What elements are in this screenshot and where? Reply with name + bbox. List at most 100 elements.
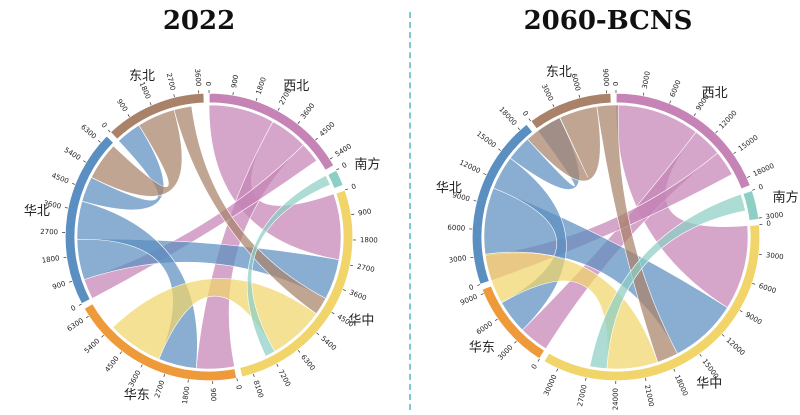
tick-mark xyxy=(297,349,301,353)
tick-label: 6300 xyxy=(79,123,98,141)
arc-华北 xyxy=(64,134,115,305)
arc-华中 xyxy=(542,223,761,382)
tick-label: 7200 xyxy=(277,368,292,387)
tick-mark xyxy=(149,102,152,106)
tick-label: 8100 xyxy=(252,379,265,398)
tick-mark xyxy=(336,168,340,171)
tick-label: 15000 xyxy=(737,134,760,153)
tick-label: 2700 xyxy=(165,72,177,91)
arc-东北 xyxy=(529,92,612,130)
tick-label: 6000 xyxy=(475,320,494,337)
chord-panel-1: 0 3000 60009000120001500018000030000300060… xyxy=(436,65,799,410)
tick-label: 900 xyxy=(115,98,129,114)
tick-label: 12000 xyxy=(458,158,482,175)
tick-label: 9000 xyxy=(601,68,610,86)
tick-label: 0 xyxy=(758,183,765,192)
region-label-华东: 华东 xyxy=(124,388,150,403)
region-label-西北: 西北 xyxy=(283,79,309,94)
ribbons xyxy=(76,104,342,370)
tick-mark xyxy=(331,312,335,315)
tick-mark xyxy=(585,377,587,381)
tick-label: 0 xyxy=(205,82,213,86)
tick-mark xyxy=(494,318,498,321)
region-label-东北: 东北 xyxy=(129,69,155,84)
tick-label: 12000 xyxy=(718,109,739,131)
region-label-东北: 东北 xyxy=(546,65,572,80)
tick-mark xyxy=(69,280,73,283)
tick-mark xyxy=(556,368,559,372)
tick-label: 9000 xyxy=(744,311,763,327)
tick-label: 3000 xyxy=(765,211,784,221)
tick-mark xyxy=(119,351,123,355)
tick-label: 1800 xyxy=(41,254,60,264)
tick-label: 1800 xyxy=(255,76,268,95)
arc-西北 xyxy=(208,92,335,172)
tick-label: 3600 xyxy=(193,68,202,86)
arc-华北 xyxy=(471,123,534,286)
tick-label: 30000 xyxy=(542,373,558,397)
tick-label: 0 xyxy=(341,161,349,170)
tick-label: 12000 xyxy=(725,336,747,357)
tick-label: 27000 xyxy=(576,384,588,407)
tick-mark xyxy=(276,363,279,367)
tick-label: 0 xyxy=(766,220,771,228)
region-label-华北: 华北 xyxy=(24,204,50,219)
region-arcs xyxy=(471,92,761,382)
tick-label: 900 xyxy=(230,74,240,89)
tick-mark xyxy=(140,364,143,368)
tick-mark xyxy=(752,188,756,191)
chart-title-2060: 2060-BCNS xyxy=(523,6,693,36)
tick-mark xyxy=(693,113,696,117)
tick-label: 0 xyxy=(70,304,78,313)
tick-mark xyxy=(552,104,555,108)
tick-mark xyxy=(64,207,69,209)
tick-label: 900 xyxy=(358,207,372,217)
tick-label: 3600 xyxy=(348,288,368,302)
arc-东北 xyxy=(109,92,205,141)
tick-mark xyxy=(255,97,258,102)
region-label-南方: 南方 xyxy=(354,157,380,173)
region-label-西北: 西北 xyxy=(702,86,728,101)
tick-mark xyxy=(739,310,743,313)
tick-mark xyxy=(277,107,280,111)
tick-mark xyxy=(517,127,521,131)
tick-label: 5400 xyxy=(319,334,338,352)
tick-label: 0 xyxy=(521,109,530,117)
tick-label: 3000 xyxy=(765,251,784,261)
ribbon-南方-华中 xyxy=(589,193,746,370)
tick-label: 5400 xyxy=(83,337,101,355)
tick-label: 21000 xyxy=(643,384,655,407)
tick-mark xyxy=(236,378,238,382)
tick-mark xyxy=(173,94,175,98)
arc-西北 xyxy=(615,92,752,190)
tick-label: 15000 xyxy=(475,130,498,150)
tick-label: 3600 xyxy=(127,369,142,389)
tick-mark xyxy=(297,121,301,124)
tick-mark xyxy=(483,173,487,176)
arc-华东 xyxy=(481,284,546,360)
tick-label: 2700 xyxy=(356,263,375,274)
arc-华中 xyxy=(238,189,354,378)
tick-mark xyxy=(127,114,130,118)
tick-label: 2700 xyxy=(40,228,58,237)
ribbon-西北-华中 xyxy=(615,104,749,309)
tick-label: 3000 xyxy=(496,343,514,361)
tick-mark xyxy=(528,118,531,122)
tick-mark xyxy=(498,148,502,151)
tick-mark xyxy=(101,335,104,338)
tick-label: 5400 xyxy=(63,146,82,162)
tick-label: 0 xyxy=(350,182,357,191)
tick-label: 6000 xyxy=(669,79,683,99)
region-label-华中: 华中 xyxy=(696,376,722,391)
tick-mark xyxy=(699,353,702,357)
tick-mark xyxy=(669,100,672,104)
ribbon-东北-华中 xyxy=(596,104,678,363)
tick-mark xyxy=(747,176,751,178)
tick-label: 6000 xyxy=(758,282,777,295)
tick-mark xyxy=(721,334,725,337)
tick-label: 4500 xyxy=(318,120,337,138)
tick-mark xyxy=(514,340,517,344)
tick-label: 0 xyxy=(468,283,475,292)
